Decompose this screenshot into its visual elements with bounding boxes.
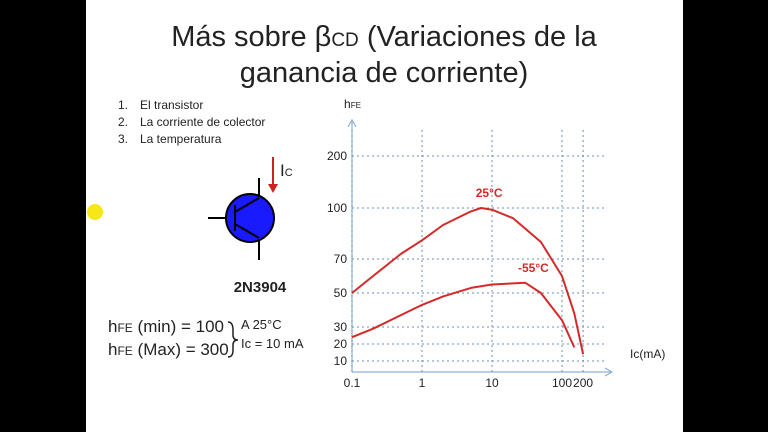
x-tick-label: 200: [573, 376, 593, 390]
formula-main: h: [108, 317, 117, 336]
y-tick-label: 10: [334, 354, 348, 368]
model-label: 2N3904: [234, 279, 287, 296]
y-tick-label: 200: [327, 149, 347, 163]
list-item: La corriente de colector: [140, 115, 265, 129]
formula-rest: (Max) = 300: [133, 340, 229, 359]
series-label: -55°C: [518, 261, 549, 275]
cursor-highlight: [87, 204, 103, 220]
list-number: 1.: [118, 98, 128, 112]
list-number: 3.: [118, 132, 128, 146]
title-main: Más sobre β: [171, 21, 331, 53]
list-item: El transistor: [140, 98, 203, 112]
title-sub: CD: [331, 30, 358, 51]
y-tick-label: 30: [334, 320, 348, 334]
list: 1. El transistor 2. La corriente de cole…: [118, 98, 265, 146]
title-line2: ganancia de corriente): [240, 57, 529, 89]
formula: hFE (min) = 100: [108, 317, 224, 336]
series-label: 25°C: [476, 186, 503, 200]
y-label-main: h: [344, 97, 351, 111]
y-label-sub: FE: [351, 101, 361, 110]
formula-main: h: [108, 340, 117, 359]
y-tick-label: 100: [327, 201, 347, 215]
transistor-symbol: [208, 157, 278, 260]
formula-sub: FE: [117, 321, 132, 335]
current-main: I: [280, 161, 285, 180]
formula-rest: (min) = 100: [133, 317, 224, 336]
formula: hFE (Max) = 300: [108, 340, 229, 359]
current-label: IC: [280, 161, 293, 180]
x-tick-label: 1: [419, 376, 426, 390]
x-tick-label: 100: [552, 376, 572, 390]
list-item: La temperatura: [140, 132, 222, 146]
brace: [227, 321, 239, 358]
formula-sub: FE: [117, 344, 132, 358]
condition: A 25°C: [241, 317, 282, 332]
x-tick-label: 0.1: [344, 376, 361, 390]
y-tick-label: 50: [334, 286, 348, 300]
curve: [351, 207, 585, 355]
title-rest: (Variaciones de la: [359, 21, 598, 53]
current-sub: C: [285, 167, 293, 179]
x-axis-label: Ic(mA): [630, 347, 665, 361]
list-number: 2.: [118, 115, 128, 129]
title-line1: Más sobre βCD (Variaciones de la: [171, 21, 597, 53]
y-tick-label: 70: [334, 252, 348, 266]
x-tick-label: 10: [485, 376, 499, 390]
curve: [351, 281, 576, 348]
y-tick-label: 20: [334, 337, 348, 351]
condition: Ic = 10 mA: [241, 336, 304, 351]
y-axis-label: hFE: [344, 97, 361, 111]
